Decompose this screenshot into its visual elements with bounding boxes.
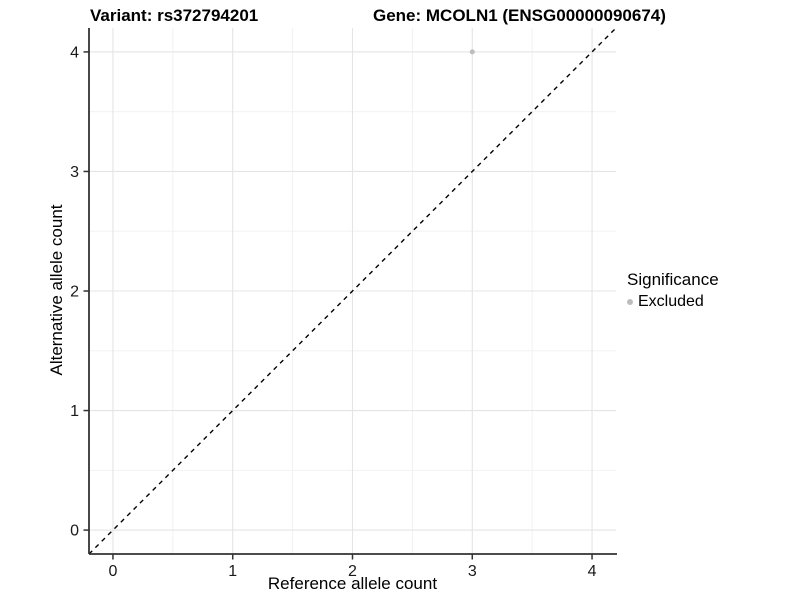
x-axis-title: Reference allele count [267,574,438,593]
y-axis-title: Alternative allele count [47,204,66,376]
y-tick-label: 0 [70,523,79,540]
identity-reference-line [88,27,617,555]
y-tick-label: 2 [70,284,79,301]
x-tick-label: 0 [109,563,118,580]
legend-point-icon [627,299,633,305]
y-tick-label: 4 [70,44,79,61]
x-tick-label: 2 [348,563,357,580]
legend: Significance Excluded [627,270,719,311]
x-tick-label: 4 [588,563,597,580]
y-tick-label: 1 [70,403,79,420]
x-tick-label: 3 [468,563,477,580]
y-tick-label: 3 [70,164,79,181]
data-point [469,49,475,55]
legend-title: Significance [627,270,719,289]
legend-entry-label: Excluded [638,293,704,310]
plot-title-gene: Gene: MCOLN1 (ENSG00000090674) [373,6,666,25]
plot-title-variant: Variant: rs372794201 [90,6,259,25]
legend-entry: Excluded [627,293,719,311]
x-tick-label: 1 [228,563,237,580]
